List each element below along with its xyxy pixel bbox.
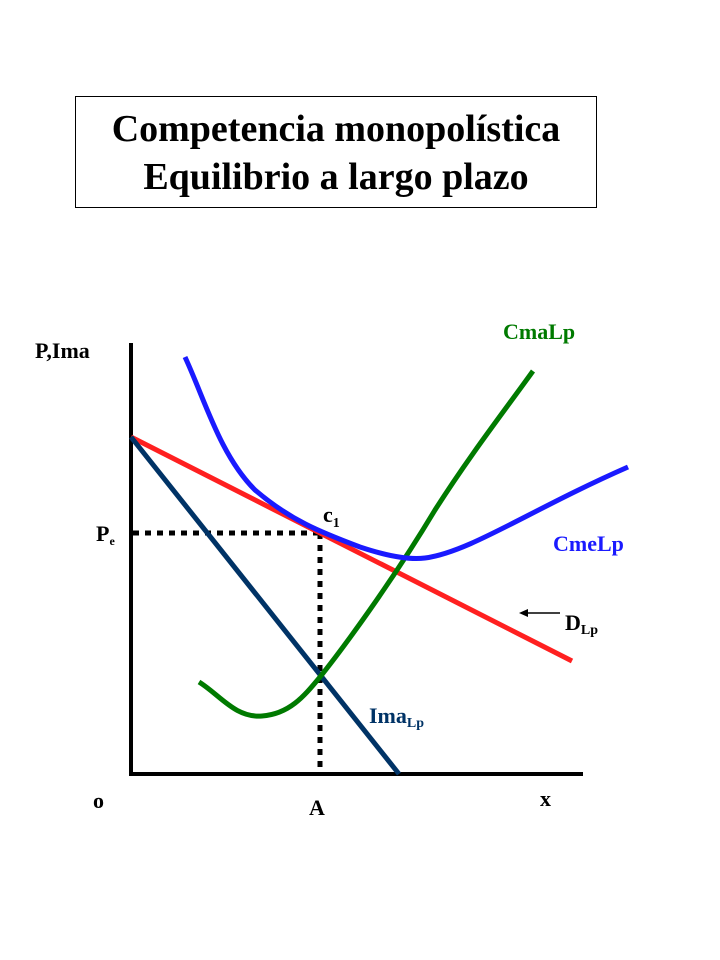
ima-label: ImaLp <box>369 703 424 731</box>
price-label: Pe <box>96 521 115 548</box>
demand-curve <box>129 434 574 664</box>
marginal-revenue-curve <box>129 435 401 776</box>
point-c1-label: c1 <box>323 502 340 531</box>
demand-sub: Lp <box>581 623 598 638</box>
average-cost-curve <box>182 355 630 562</box>
demand-label: DLp <box>565 610 598 638</box>
marginal-cost-curve <box>197 369 536 719</box>
title-line-1: Competencia monopolística <box>111 108 561 150</box>
demand-arrow-head <box>519 609 528 617</box>
title-box: Competencia monopolística Equilibrio a l… <box>75 96 597 208</box>
cme-label: CmeLp <box>553 531 624 556</box>
cma-label: CmaLp <box>503 319 575 344</box>
x-axis-label: x <box>540 786 551 811</box>
title-line-2: Equilibrio a largo plazo <box>143 156 529 198</box>
quantity-label: A <box>309 795 325 820</box>
price-sub: e <box>109 534 115 548</box>
y-axis-label: P,Ima <box>35 338 90 363</box>
origin-label: o <box>93 788 104 813</box>
ima-sub: Lp <box>407 716 424 731</box>
point-c1-sub: 1 <box>333 516 340 531</box>
